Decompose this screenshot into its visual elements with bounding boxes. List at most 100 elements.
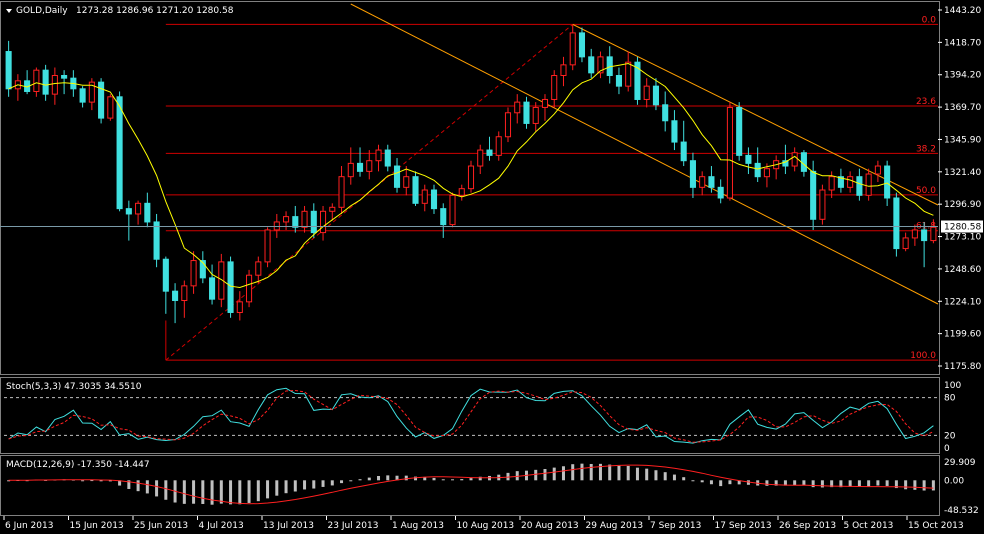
fib-level-label: 100.0 [910, 351, 936, 361]
fib-level-label: 0.0 [922, 15, 937, 25]
candle-body [384, 149, 391, 167]
candle-body [911, 229, 918, 239]
candle-body [717, 186, 724, 199]
macd-bar [857, 480, 861, 488]
macd-bar [155, 480, 159, 497]
price-tick-label: 1273.10 [944, 233, 981, 243]
candle-body [51, 75, 58, 95]
candle-body [504, 112, 512, 138]
macd-bar [164, 480, 168, 500]
ohlc-readout: 1273.28 1286.96 1271.20 1280.58 [76, 6, 234, 16]
candle-body [5, 51, 12, 90]
channel-upper-line[interactable] [572, 23, 939, 206]
candle-body [449, 194, 456, 226]
time-tick-label: 26 Sep 2013 [779, 521, 836, 531]
macd-bar [580, 463, 584, 481]
macd-bar [90, 480, 94, 482]
candle-body [578, 32, 586, 58]
macd-bar [552, 467, 556, 481]
macd-tick-label: 0.00 [944, 476, 964, 486]
macd-bar [81, 480, 85, 482]
macd-bar [765, 480, 769, 486]
macd-bar [811, 480, 815, 488]
time-tick-label: 5 Oct 2013 [844, 521, 894, 531]
macd-bar [256, 480, 260, 502]
time-tick-label: 4 Jul 2013 [199, 521, 244, 531]
current-price-box [941, 220, 983, 233]
time-tick-label: 1 Aug 2013 [392, 521, 444, 531]
candle-body [763, 168, 770, 178]
trend-channel[interactable] [350, 3, 939, 305]
symbol-menu-icon[interactable] [6, 9, 12, 13]
price-tick-label: 1443.20 [944, 6, 981, 16]
candle-body [902, 237, 909, 250]
candle-body [190, 260, 197, 287]
candle-body [800, 152, 807, 172]
candle-body [440, 208, 447, 226]
macd-bar [441, 479, 445, 481]
candle-body [209, 277, 216, 300]
candle-body [541, 98, 549, 108]
macd-bar [931, 480, 935, 491]
macd-bar [672, 474, 676, 481]
macd-bar [904, 480, 908, 490]
candle-body [144, 202, 151, 223]
candle-body [754, 162, 761, 178]
fib-trend-line [165, 23, 574, 361]
macd-bar [709, 480, 713, 485]
macd-bar [515, 471, 519, 481]
candle-body [847, 176, 854, 188]
price-tick-label: 1369.70 [944, 103, 981, 113]
candle-body [930, 226, 937, 242]
candle-body [273, 221, 280, 231]
candle-body [162, 258, 169, 292]
macd-bar [303, 480, 307, 490]
candle-body [588, 56, 595, 74]
candle-body [551, 75, 558, 100]
candle-body [856, 176, 863, 196]
time-tick-label: 10 Aug 2013 [457, 521, 515, 531]
candle-body [819, 189, 826, 220]
macd-bar [395, 475, 399, 481]
macd-bar [848, 480, 852, 487]
macd-bar [423, 476, 427, 481]
price-tick-label: 1394.20 [944, 71, 981, 81]
macd-bar [626, 465, 630, 481]
candle-body [135, 202, 142, 215]
macd-bar [367, 477, 371, 481]
price-tick-label: 1175.80 [944, 362, 981, 372]
candle-body [458, 188, 465, 196]
macd-tick-label: 29.909 [944, 458, 976, 468]
macd-bar [451, 479, 455, 481]
candle-body [874, 165, 881, 175]
channel-lower-line[interactable] [350, 3, 939, 305]
candle-body [393, 165, 401, 188]
macd-bar [377, 475, 381, 481]
macd-bar [589, 463, 593, 481]
stoch-tick-label: 80 [944, 394, 956, 404]
price-tick-label: 1296.90 [944, 200, 981, 210]
macd-bar [275, 480, 279, 496]
candle-body [615, 75, 623, 87]
macd-bar [913, 480, 917, 490]
stoch-tick-label: 0 [944, 444, 950, 454]
macd-bar [728, 480, 732, 485]
macd-bar [663, 472, 667, 481]
candle-body [791, 152, 798, 167]
macd-bar [867, 480, 871, 487]
candle-body [292, 216, 299, 228]
macd-signal-line [8, 464, 934, 505]
candle-body [310, 210, 317, 234]
candle-body [495, 136, 502, 156]
candle-body [246, 274, 253, 303]
candle-body [625, 61, 632, 87]
macd-bar [774, 480, 778, 486]
candle-body [837, 176, 844, 188]
candle-body [782, 160, 789, 167]
candle-body [708, 176, 715, 188]
macd-bar [432, 477, 436, 481]
candle-body [680, 141, 687, 162]
candle-body [107, 96, 114, 119]
